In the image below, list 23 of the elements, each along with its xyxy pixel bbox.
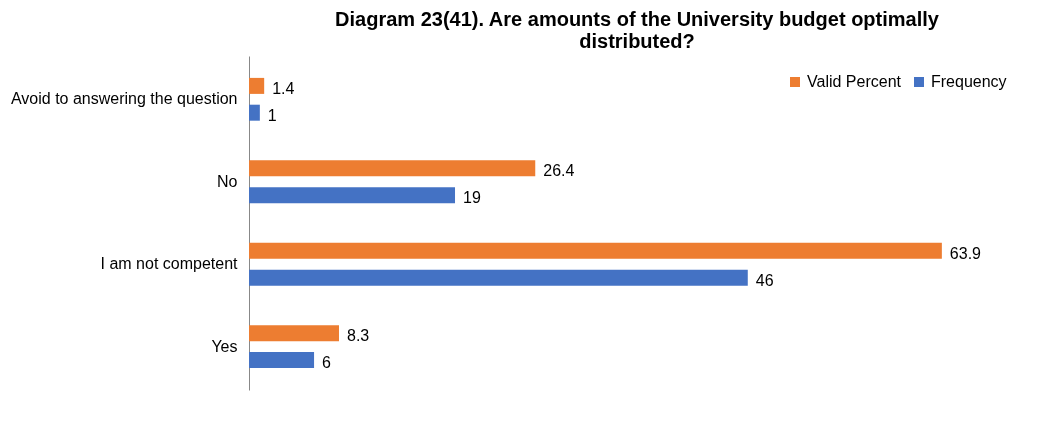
bar xyxy=(249,352,315,369)
data-label: 46 xyxy=(755,271,774,289)
data-label: 26.4 xyxy=(543,162,575,180)
bar xyxy=(249,160,536,177)
data-label: 8.3 xyxy=(347,327,370,345)
data-label: 6 xyxy=(322,354,332,372)
data-label: 63.9 xyxy=(949,244,982,262)
y-tick-label: Avoid to answering the question xyxy=(10,90,238,108)
legend-label: Valid Percent xyxy=(807,73,902,90)
bar xyxy=(249,242,942,259)
bar xyxy=(249,104,260,121)
y-tick-label: Yes xyxy=(211,337,238,355)
bar xyxy=(249,325,339,342)
bar xyxy=(249,77,265,94)
legend-label: Frequency xyxy=(931,73,1007,90)
data-label: 1.4 xyxy=(272,79,295,97)
bar xyxy=(249,187,456,204)
data-label: 1 xyxy=(267,106,277,124)
y-tick-label: I am not competent xyxy=(100,255,239,273)
y-tick-label: No xyxy=(217,172,238,190)
bar xyxy=(249,269,748,286)
chart-title: Diagram 23(41). Are amounts of the University budget optimally distributed? xyxy=(335,8,940,52)
data-label: 19 xyxy=(463,189,481,207)
